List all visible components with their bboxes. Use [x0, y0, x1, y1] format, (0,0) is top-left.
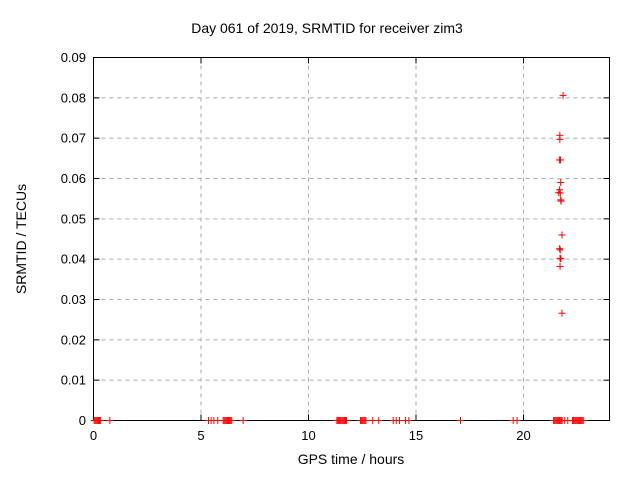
x-tick-label: 0 [90, 428, 97, 443]
x-tick-label: 20 [516, 428, 530, 443]
y-tick-label: 0.03 [61, 292, 86, 307]
x-axis-label: GPS time / hours [297, 451, 405, 467]
plot-border [93, 57, 610, 421]
y-tick-label: 0.07 [61, 131, 86, 146]
y-tick-label: 0.09 [61, 50, 86, 65]
y-tick-label: 0 [79, 413, 86, 428]
x-tick-label: 5 [197, 428, 204, 443]
y-tick-label: 0.05 [61, 211, 86, 226]
y-tick-label: 0.01 [61, 373, 86, 388]
x-tick-label: 10 [301, 428, 315, 443]
chart-title: Day 061 of 2019, SRMTID for receiver zim… [191, 20, 463, 36]
y-tick-label: 0.08 [61, 90, 86, 105]
y-tick-label: 0.06 [61, 171, 86, 186]
y-tick-label: 0.04 [61, 252, 86, 267]
y-tick-label: 0.02 [61, 332, 86, 347]
x-tick-label: 15 [409, 428, 423, 443]
